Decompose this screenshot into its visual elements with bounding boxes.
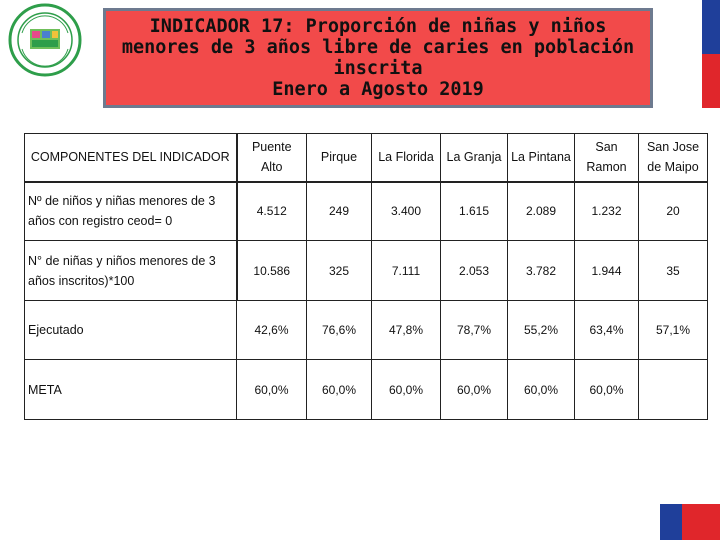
indicator-table: COMPONENTES DEL INDICADOR Puente Alto Pir…	[24, 133, 708, 420]
row-label-numerator: Nº de niños y niñas menores de 3 años con…	[24, 181, 238, 241]
header-pirque: Pirque	[306, 133, 372, 183]
table-cell: 60,0%	[507, 359, 575, 420]
table-cell: 63,4%	[574, 300, 639, 360]
header-components: COMPONENTES DEL INDICADOR	[24, 133, 238, 183]
flag-stripe-bottom-decoration	[660, 504, 720, 540]
table-row: N° de niñas y niños menores de 3 años ins…	[24, 240, 708, 301]
table-cell: 3.782	[507, 240, 575, 301]
table-cell: 60,0%	[371, 359, 441, 420]
table-cell: 78,7%	[440, 300, 508, 360]
table-cell: 35	[638, 240, 708, 301]
table-cell: 2.053	[440, 240, 508, 301]
table-cell: 7.111	[371, 240, 441, 301]
table-row: Nº de niños y niñas menores de 3 años con…	[24, 181, 708, 241]
table-cell: 3.400	[371, 181, 441, 241]
table-cell: 249	[306, 181, 372, 241]
table-cell: 1.232	[574, 181, 639, 241]
table-cell: 2.089	[507, 181, 575, 241]
table-cell: 1.944	[574, 240, 639, 301]
table-cell: 325	[306, 240, 372, 301]
table-cell: 47,8%	[371, 300, 441, 360]
table-header-row: COMPONENTES DEL INDICADOR Puente Alto Pir…	[24, 133, 708, 183]
table-cell: 57,1%	[638, 300, 708, 360]
table-cell: 1.615	[440, 181, 508, 241]
title-line-3: inscrita	[333, 58, 423, 79]
table-cell	[638, 359, 708, 420]
table-cell: 4.512	[236, 181, 307, 241]
table-row: META 60,0% 60,0% 60,0% 60,0% 60,0% 60,0%	[24, 359, 708, 420]
table-cell: 76,6%	[306, 300, 372, 360]
header-la-florida: La Florida	[371, 133, 441, 183]
row-label-meta: META	[24, 359, 237, 420]
table-cell: 60,0%	[306, 359, 372, 420]
table-cell: 55,2%	[507, 300, 575, 360]
table-cell: 60,0%	[440, 359, 508, 420]
header-san-ramon: San Ramon	[574, 133, 639, 183]
table-row: Ejecutado 42,6% 76,6% 47,8% 78,7% 55,2% …	[24, 300, 708, 360]
slide-title: INDICADOR 17: Proporción de niñas y niño…	[103, 8, 653, 108]
flag-stripe-top-decoration	[702, 0, 720, 108]
row-label-denominator: N° de niñas y niños menores de 3 años ins…	[24, 240, 238, 301]
table-cell: 10.586	[236, 240, 307, 301]
row-label-ejecutado: Ejecutado	[24, 300, 237, 360]
header-la-pintana: La Pintana	[507, 133, 575, 183]
table-cell: 20	[638, 181, 708, 241]
green-circular-seal-logo	[8, 3, 82, 77]
header-la-granja: La Granja	[440, 133, 508, 183]
header-san-jose-de-maipo: San Jose de Maipo	[638, 133, 708, 183]
header-puente-alto: Puente Alto	[236, 133, 307, 183]
title-line-1: INDICADOR 17: Proporción de niñas y niño…	[149, 16, 607, 37]
table-cell: 60,0%	[574, 359, 639, 420]
table-cell: 60,0%	[236, 359, 307, 420]
title-line-2: menores de 3 años libre de caries en pob…	[121, 37, 635, 58]
table-cell: 42,6%	[236, 300, 307, 360]
title-line-4: Enero a Agosto 2019	[272, 79, 484, 100]
